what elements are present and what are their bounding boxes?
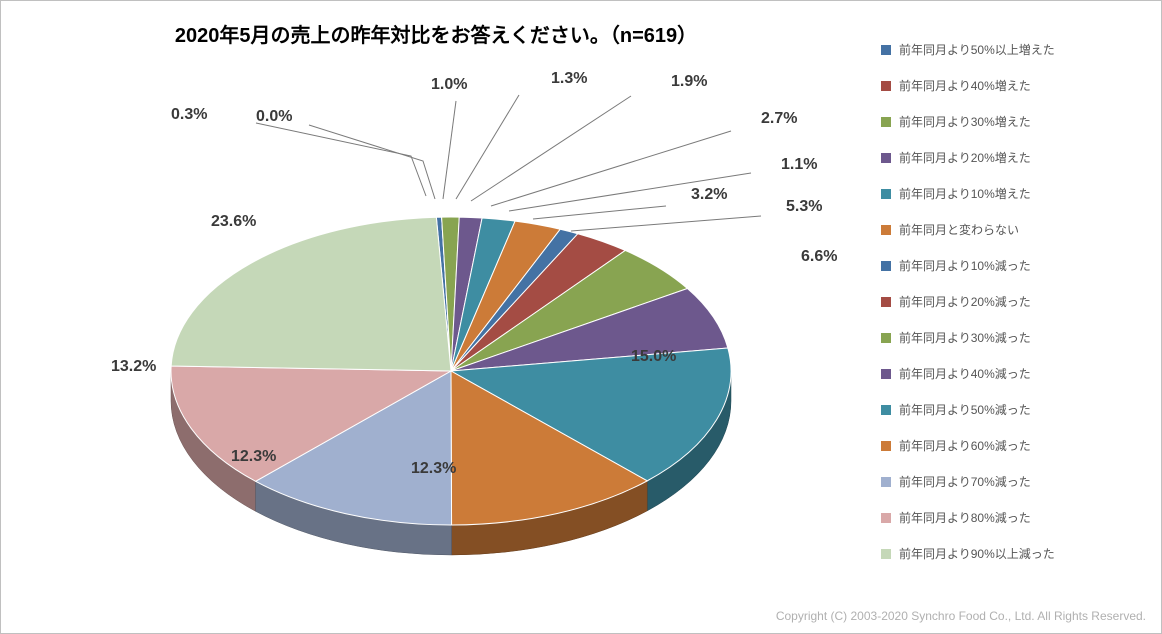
pie-area: 0.3% 0.0% 1.0% 1.3% 1.9% 2.7% 1.1% 3.2% 5.3% 6.6%… xyxy=(31,51,871,581)
legend-item: 前年同月より60%減った xyxy=(881,437,1141,454)
legend-swatch xyxy=(881,189,891,199)
legend-swatch xyxy=(881,477,891,487)
legend-swatch xyxy=(881,549,891,559)
data-label: 15.0% xyxy=(631,348,676,365)
data-label: 3.2% xyxy=(691,186,727,203)
legend-item: 前年同月より30%増えた xyxy=(881,113,1141,130)
legend-label: 前年同月より10%増えた xyxy=(899,185,1031,202)
data-label: 1.0% xyxy=(431,76,467,93)
chart-title: 2020年5月の売上の昨年対比をお答えください。（n=619） xyxy=(1,19,871,48)
data-label: 0.3% xyxy=(171,106,207,123)
data-label: 1.3% xyxy=(551,70,587,87)
legend-label: 前年同月より30%増えた xyxy=(899,113,1031,130)
legend-item: 前年同月より20%減った xyxy=(881,293,1141,310)
legend-swatch xyxy=(881,369,891,379)
legend-label: 前年同月より70%減った xyxy=(899,473,1031,490)
legend-label: 前年同月より40%減った xyxy=(899,365,1031,382)
legend-swatch xyxy=(881,81,891,91)
legend-swatch xyxy=(881,333,891,343)
legend-item: 前年同月より40%減った xyxy=(881,365,1141,382)
legend-item: 前年同月より90%以上減った xyxy=(881,545,1141,562)
legend-item: 前年同月より20%増えた xyxy=(881,149,1141,166)
legend-item: 前年同月と変わらない xyxy=(881,221,1141,238)
data-label: 1.9% xyxy=(671,73,707,90)
data-label: 12.3% xyxy=(231,448,276,465)
legend-label: 前年同月より80%減った xyxy=(899,509,1031,526)
legend-item: 前年同月より40%増えた xyxy=(881,77,1141,94)
legend-label: 前年同月より50%以上増えた xyxy=(899,41,1055,58)
legend-label: 前年同月より50%減った xyxy=(899,401,1031,418)
legend-item: 前年同月より50%減った xyxy=(881,401,1141,418)
legend-swatch xyxy=(881,225,891,235)
legend-item: 前年同月より30%減った xyxy=(881,329,1141,346)
legend-label: 前年同月より20%減った xyxy=(899,293,1031,310)
legend-swatch xyxy=(881,405,891,415)
data-label: 6.6% xyxy=(801,248,837,265)
legend-swatch xyxy=(881,261,891,271)
data-label: 23.6% xyxy=(211,213,256,230)
legend-swatch xyxy=(881,153,891,163)
legend-swatch xyxy=(881,45,891,55)
legend: 前年同月より50%以上増えた前年同月より40%増えた前年同月より30%増えた前年… xyxy=(881,41,1141,581)
legend-label: 前年同月より90%以上減った xyxy=(899,545,1055,562)
legend-swatch xyxy=(881,441,891,451)
data-label: 0.0% xyxy=(256,108,292,125)
pie-slice xyxy=(171,217,451,371)
legend-label: 前年同月より10%減った xyxy=(899,257,1031,274)
legend-swatch xyxy=(881,297,891,307)
legend-item: 前年同月より80%減った xyxy=(881,509,1141,526)
chart-container: 2020年5月の売上の昨年対比をお答えください。（n=619） 0.3% 0.0%… xyxy=(0,0,1162,634)
legend-label: 前年同月と変わらない xyxy=(899,221,1019,238)
legend-item: 前年同月より10%増えた xyxy=(881,185,1141,202)
legend-item: 前年同月より50%以上増えた xyxy=(881,41,1141,58)
pie-chart: 0.3% 0.0% 1.0% 1.3% 1.9% 2.7% 1.1% 3.2% 5.3% 6.6%… xyxy=(31,51,871,581)
legend-label: 前年同月より30%減った xyxy=(899,329,1031,346)
data-label: 5.3% xyxy=(786,198,822,215)
legend-label: 前年同月より20%増えた xyxy=(899,149,1031,166)
legend-label: 前年同月より60%減った xyxy=(899,437,1031,454)
copyright-text: Copyright (C) 2003-2020 Synchro Food Co.… xyxy=(776,609,1146,623)
legend-swatch xyxy=(881,117,891,127)
legend-label: 前年同月より40%増えた xyxy=(899,77,1031,94)
legend-item: 前年同月より10%減った xyxy=(881,257,1141,274)
data-label: 13.2% xyxy=(111,358,156,375)
legend-item: 前年同月より70%減った xyxy=(881,473,1141,490)
data-label: 2.7% xyxy=(761,110,797,127)
legend-swatch xyxy=(881,513,891,523)
data-label: 12.3% xyxy=(411,460,456,477)
data-label: 1.1% xyxy=(781,156,817,173)
